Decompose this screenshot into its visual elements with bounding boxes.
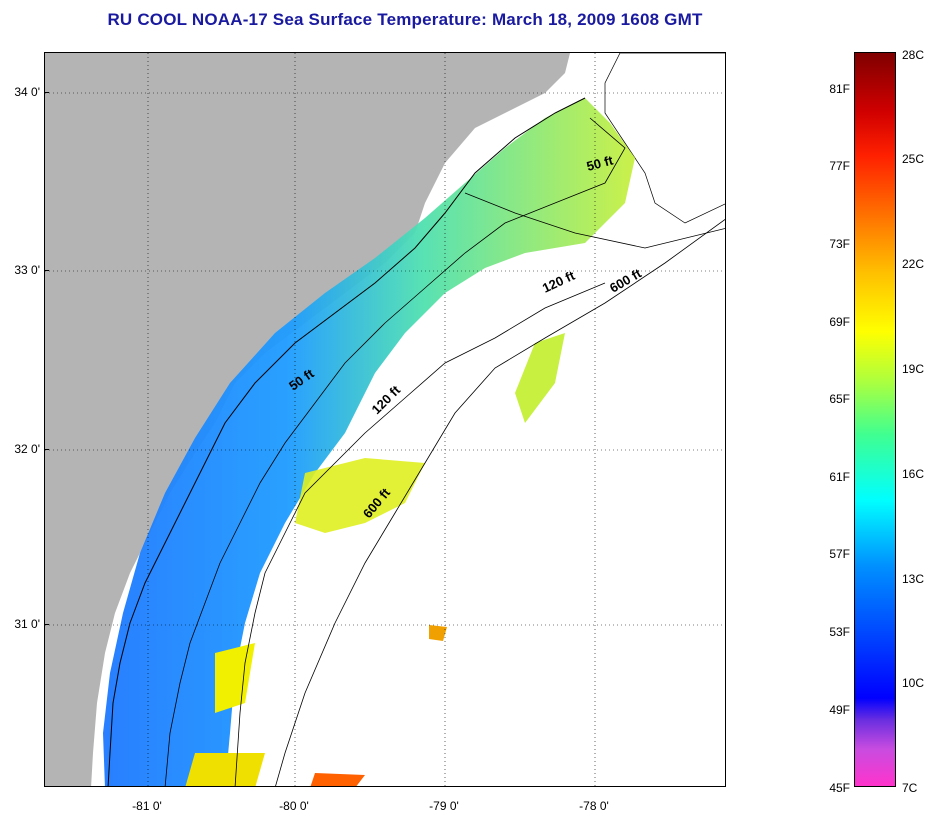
colorbar-f-81: 81F: [829, 82, 850, 96]
colorbar-c-22: 22C: [902, 257, 925, 271]
colorbar-c-25: 25C: [902, 152, 925, 166]
lat-label-33: 33 0': [14, 263, 40, 277]
sst-band: [103, 98, 635, 786]
colorbar-f-61: 61F: [829, 470, 850, 484]
sst-warm-patch-2: [515, 333, 565, 423]
sst-warm-patch-4: [185, 753, 265, 786]
lon-label-81: -81 0': [132, 799, 162, 813]
contour-50ft: [164, 117, 626, 786]
colorbar-f-65: 65F: [829, 392, 850, 406]
contour-label-600ft-ne: 600 ft: [607, 265, 644, 295]
lat-label-31: 31 0': [14, 617, 40, 631]
colorbar-c-19: 19C: [902, 362, 925, 376]
colorbar-c-16: 16C: [902, 467, 925, 481]
graticule: [45, 53, 725, 786]
temperature-colorbar: [854, 52, 896, 787]
lon-label-78: -78 0': [579, 799, 609, 813]
sst-warm-patch-5: [310, 773, 365, 786]
colorbar-c-10: 10C: [902, 676, 925, 690]
sst-warm-patch: [295, 458, 425, 533]
contour-label-120ft-ne: 120 ft: [540, 267, 578, 295]
lon-label-80: -80 0': [279, 799, 309, 813]
lon-label-79: -79 0': [429, 799, 459, 813]
sst-warm-patch-6: [429, 625, 447, 641]
sst-map: 50 ft 120 ft 600 ft 50 ft 120 ft 600 ft: [44, 52, 726, 787]
colorbar-c-7: 7C: [902, 781, 918, 795]
sst-warm-patch-3: [215, 643, 255, 713]
colorbar-c-13: 13C: [902, 572, 925, 586]
colorbar-f-57: 57F: [829, 547, 850, 561]
colorbar-f-73: 73F: [829, 237, 850, 251]
lat-label-34: 34 0': [14, 85, 40, 99]
colorbar-f-77: 77F: [829, 159, 850, 173]
contour-120ft: [464, 192, 725, 249]
colorbar-c-28: 28C: [902, 48, 925, 62]
contour-label-50ft-ne: 50 ft: [585, 152, 615, 174]
sst-map-canvas: 50 ft 120 ft 600 ft 50 ft 120 ft 600 ft: [45, 53, 725, 786]
land-mass: [45, 53, 570, 786]
lat-label-32: 32 0': [14, 442, 40, 456]
contour-120ft-b: [234, 282, 606, 786]
colorbar-f-69: 69F: [829, 315, 850, 329]
land-mass-ne: [604, 53, 725, 224]
contour-label-120ft-sw: 120 ft: [369, 382, 404, 417]
map-title: RU COOL NOAA-17 Sea Surface Temperature:…: [107, 10, 703, 29]
colorbar-f-53: 53F: [829, 625, 850, 639]
colorbar-f-45: 45F: [829, 781, 850, 795]
coastline: [107, 97, 586, 786]
colorbar-f-49: 49F: [829, 703, 850, 717]
contour-600ft: [275, 218, 725, 786]
